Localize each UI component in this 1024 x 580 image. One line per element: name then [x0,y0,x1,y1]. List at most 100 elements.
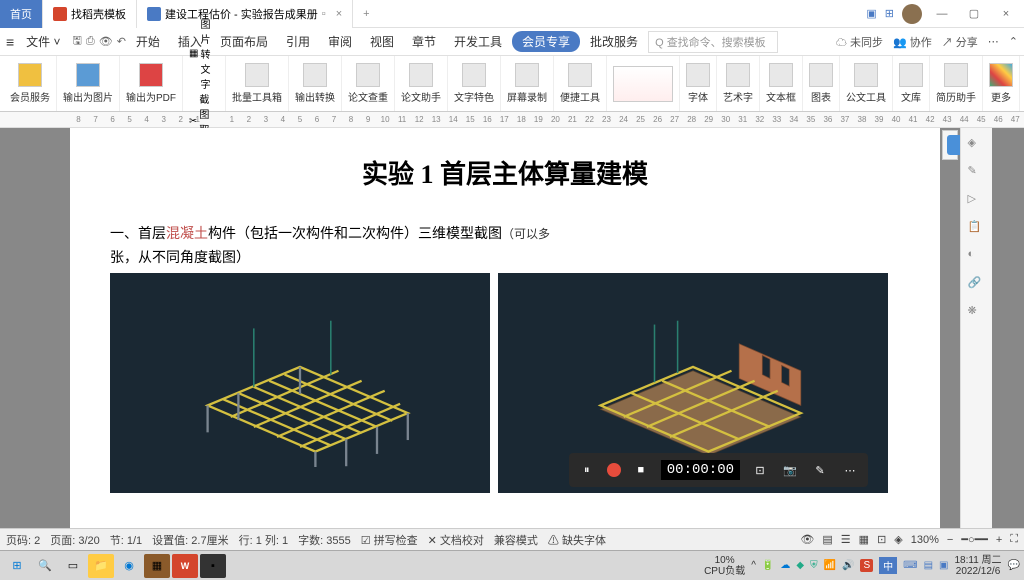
apps-icon[interactable]: ⊞ [885,7,894,20]
tool-wordart[interactable]: 艺术字 [717,56,760,111]
tool-chart[interactable]: 图表 [803,56,840,111]
menu-view[interactable]: 视图 [362,30,402,53]
tool-resume[interactable]: 简历助手 [930,56,983,111]
menu-review[interactable]: 审阅 [320,30,360,53]
tray-note-icon[interactable]: ▤ [924,560,933,571]
zoom-slider[interactable]: ━○━━ [961,533,988,546]
horizontal-ruler[interactable]: 8765432112345678910111213141516171819202… [0,112,1024,128]
menu-ref[interactable]: 引用 [278,30,318,53]
tray-security-icon[interactable]: ⛨ [810,560,818,571]
status-missing-font[interactable]: ⚠ 缺失字体 [548,532,606,548]
menu-vip[interactable]: 会员专享 [512,31,580,52]
tab-templates[interactable]: 找稻壳模板 [43,0,137,28]
hamburger-icon[interactable]: ≡ [6,34,14,50]
link-rail-icon[interactable]: 🔗 [968,276,986,294]
app2-icon[interactable]: ▪ [200,554,226,578]
tool-quick[interactable]: 便捷工具 [554,56,607,111]
camera-icon[interactable]: 📷 [780,460,800,480]
view-read-icon[interactable]: ⊡ [877,533,886,546]
view-outline-icon[interactable]: ▦ [859,533,869,546]
app1-icon[interactable]: ▦ [144,554,170,578]
status-spellcheck[interactable]: ☑ 拼写检查 [361,532,418,548]
status-pos[interactable]: 设置值: 2.7厘米 [152,532,228,548]
explorer-icon[interactable]: 📁 [88,554,114,578]
status-rowcol[interactable]: 行: 1 列: 1 [239,532,289,548]
save-icon[interactable]: 🖫 [73,32,82,51]
tray-lang[interactable]: 中 [879,557,897,574]
sync-status[interactable]: ☁ 未同步 [836,34,883,50]
tool-screen-rec[interactable]: 屏幕录制 [501,56,554,111]
fullscreen-icon[interactable]: ⛶ [1010,533,1018,546]
style-rail-icon[interactable]: ✎ [968,164,986,182]
wps-icon[interactable]: W [172,554,198,578]
tool-paper-assist[interactable]: 论文助手 [395,56,448,111]
tool-ocr[interactable]: ▦ 图片转文字 ✂ 截图取字 [183,56,226,111]
status-proofread[interactable]: ✕ 文档校对 [428,532,484,548]
tool-more[interactable]: 更多 [983,56,1020,111]
view-eye-icon[interactable]: 👁 [800,533,814,546]
status-compat[interactable]: 兼容模式 [494,532,538,548]
layout-icon[interactable]: ▣ [866,7,876,20]
tray-ime-icon[interactable]: S [860,559,873,572]
clipboard-rail-icon[interactable]: 📋 [968,220,986,238]
tool-textbox[interactable]: 文本框 [760,56,803,111]
screen-recorder-bar[interactable]: ⏸ ■ 00:00:00 ⊡ 📷 ✎ ⋯ [569,453,868,487]
search-taskbar-icon[interactable]: 🔍 [32,554,58,578]
close-icon[interactable]: × [336,8,342,20]
settings-rail-icon[interactable]: ❋ [968,304,986,322]
start-button[interactable]: ⊞ [4,554,30,578]
tool-text-fx[interactable]: 文字特色 [448,56,501,111]
tool-member[interactable]: 会员服务 [4,56,57,111]
tray-keyboard-icon[interactable]: ⌨ [903,560,917,571]
status-page[interactable]: 页面: 3/20 [50,532,100,548]
zoom-fit-icon[interactable]: ◈ [894,533,902,546]
webcam-icon[interactable]: ⊡ [750,460,770,480]
tool-export-img[interactable]: 输出为图片 [57,56,120,111]
tool-library[interactable]: 文库 [893,56,930,111]
template-rail-icon[interactable]: ◈ [968,136,986,154]
tray-battery-icon[interactable]: 🔋 [762,560,774,571]
pen-icon[interactable]: ✎ [810,460,830,480]
tray-extra-icon[interactable]: ▣ [939,560,948,571]
new-tab-button[interactable]: + [353,8,379,20]
preview-icon[interactable]: 👁 [99,35,113,48]
menu-file[interactable]: 文件 ˅ [18,30,68,53]
tray-up-icon[interactable]: ^ [751,560,756,571]
tab-document[interactable]: 建设工程估价 - 实验报告成果册 ▫ × [137,0,353,28]
print-icon[interactable]: ⎙ [86,35,95,48]
tool-official[interactable]: 公文工具 [840,56,893,111]
avatar[interactable] [902,4,922,24]
undo-icon[interactable]: ↶ [117,35,126,48]
dropdown-icon[interactable]: ▫ [322,8,326,20]
more-icon[interactable]: ⋯ [988,35,999,48]
status-words[interactable]: 字数: 3555 [298,532,351,548]
tool-font[interactable]: 字体 [680,56,717,111]
zoom-out-icon[interactable]: − [947,534,953,546]
view-web-icon[interactable]: ☰ [841,533,851,546]
zoom-level[interactable]: 130% [911,534,939,546]
close-button[interactable]: × [994,4,1018,24]
select-rail-icon[interactable]: ▷ [968,192,986,210]
stop-icon[interactable]: ■ [631,460,651,480]
rec-more-icon[interactable]: ⋯ [840,460,860,480]
tray-wifi-icon[interactable]: 📶 [824,560,836,571]
tool-paper-check[interactable]: 论文查重 [342,56,395,111]
maximize-button[interactable]: ▢ [962,4,986,24]
shape-rail-icon[interactable]: ◐ [968,248,986,266]
menu-correct[interactable]: 批改服务 [582,30,646,53]
tool-export-pdf[interactable]: 输出为PDF [120,56,183,111]
tray-app-icon[interactable]: ◆ [796,560,804,571]
minimize-button[interactable]: — [930,4,954,24]
tool-batch[interactable]: 批量工具箱 [226,56,289,111]
tray-volume-icon[interactable]: 🔊 [842,560,854,571]
clock[interactable]: 18:11 周二2022/12/6 [954,555,1001,577]
tray-onedrive-icon[interactable]: ☁ [780,560,790,571]
collab-button[interactable]: 👥 协作 [893,34,932,50]
menu-chapter[interactable]: 章节 [404,30,444,53]
tool-preview-thumb[interactable] [607,56,680,111]
view-page-icon[interactable]: ▤ [822,533,832,546]
tab-home[interactable]: 首页 [0,0,43,28]
status-page-num[interactable]: 页码: 2 [6,532,40,548]
share-button[interactable]: ↗ 分享 [942,34,978,50]
taskview-icon[interactable]: ▭ [60,554,86,578]
